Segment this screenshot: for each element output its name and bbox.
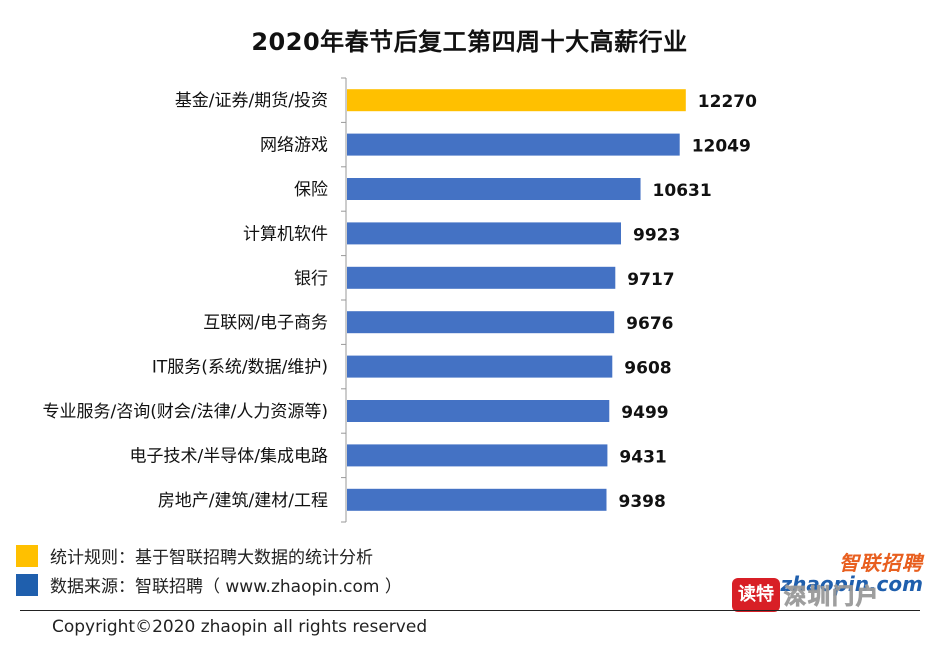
bar bbox=[347, 355, 613, 378]
data-label: 10631 bbox=[653, 181, 712, 201]
data-label: 9398 bbox=[618, 492, 665, 512]
note-stat-rule: 统计规则：基于智联招聘大数据的统计分析 bbox=[16, 543, 373, 568]
note-data-source: 数据来源：智联招聘（ www.zhaopin.com ） bbox=[16, 572, 402, 597]
bar bbox=[347, 311, 615, 334]
bar bbox=[347, 266, 616, 289]
category-label: 网络游戏 bbox=[260, 136, 328, 156]
dute-city: 深圳门户 bbox=[783, 585, 881, 611]
bar bbox=[347, 178, 641, 200]
note-text: 数据来源：智联招聘（ www.zhaopin.com ） bbox=[50, 577, 402, 597]
bar bbox=[347, 133, 680, 156]
data-label: 12049 bbox=[692, 137, 751, 157]
category-label: IT服务(系统/数据/维护) bbox=[152, 358, 328, 378]
category-label: 房地产/建筑/建材/工程 bbox=[158, 491, 328, 511]
category-label: 基金/证券/期货/投资 bbox=[175, 91, 328, 111]
category-label: 保险 bbox=[294, 180, 328, 200]
bar bbox=[347, 488, 607, 511]
bar bbox=[347, 400, 610, 422]
category-label: 电子技术/半导体/集成电路 bbox=[130, 446, 328, 466]
dute-badge: 读特 bbox=[732, 578, 780, 612]
copyright-text: Copyright©2020 zhaopin all rights reserv… bbox=[52, 617, 428, 637]
category-label: 专业服务/咨询(财会/法律/人力资源等) bbox=[43, 402, 328, 422]
footer-divider bbox=[20, 610, 920, 611]
chart-title: 2020年春节后复工第四周十大高薪行业 bbox=[251, 28, 688, 56]
category-label: 银行 bbox=[294, 269, 328, 289]
category-label: 计算机软件 bbox=[243, 224, 328, 244]
data-label: 9608 bbox=[624, 359, 671, 379]
bar bbox=[347, 222, 621, 245]
category-label: 互联网/电子商务 bbox=[203, 313, 328, 333]
data-label: 12270 bbox=[698, 92, 757, 112]
note-text: 统计规则：基于智联招聘大数据的统计分析 bbox=[50, 548, 373, 568]
bar-chart: 基金/证券/期货/投资 12270 网络游戏 12049 保险 10631 计算机软件 992… bbox=[43, 77, 757, 523]
data-label: 9923 bbox=[633, 225, 680, 245]
dute-watermark: 读特 深圳门户 bbox=[732, 578, 880, 612]
data-label: 9499 bbox=[621, 403, 668, 423]
data-label: 9431 bbox=[619, 447, 666, 467]
data-label: 9676 bbox=[626, 314, 673, 334]
yellow-swatch-icon bbox=[16, 544, 38, 567]
bar bbox=[347, 89, 686, 112]
blue-swatch-icon bbox=[16, 573, 38, 596]
zhaopin-logo: 智联招聘 zhaopin.com bbox=[780, 551, 923, 596]
data-label: 9717 bbox=[627, 270, 674, 290]
bar bbox=[347, 444, 608, 467]
